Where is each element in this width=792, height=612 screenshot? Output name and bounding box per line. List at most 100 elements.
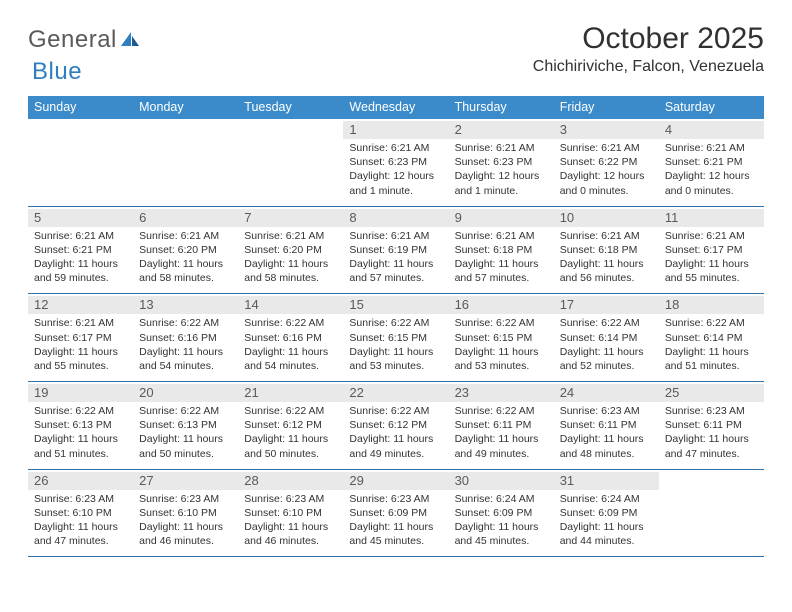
day-detail-line: Sunrise: 6:22 AM [560, 316, 653, 330]
day-detail-line: and 57 minutes. [349, 271, 442, 285]
calendar-week-row: 5Sunrise: 6:21 AMSunset: 6:21 PMDaylight… [28, 206, 764, 294]
day-detail-line: Sunrise: 6:21 AM [349, 141, 442, 155]
calendar-day-cell: 31Sunrise: 6:24 AMSunset: 6:09 PMDayligh… [554, 469, 659, 557]
calendar-day-cell: 25Sunrise: 6:23 AMSunset: 6:11 PMDayligh… [659, 382, 764, 470]
calendar-day-cell: 12Sunrise: 6:21 AMSunset: 6:17 PMDayligh… [28, 294, 133, 382]
day-detail-line: Sunset: 6:11 PM [455, 418, 548, 432]
day-details: Sunrise: 6:22 AMSunset: 6:12 PMDaylight:… [349, 404, 442, 461]
day-detail-line: Daylight: 11 hours [34, 520, 127, 534]
day-details: Sunrise: 6:23 AMSunset: 6:09 PMDaylight:… [349, 492, 442, 549]
day-detail-line: Sunset: 6:17 PM [665, 243, 758, 257]
sail-icon [119, 30, 141, 53]
day-detail-line: Sunrise: 6:22 AM [349, 316, 442, 330]
calendar-day-cell: 28Sunrise: 6:23 AMSunset: 6:10 PMDayligh… [238, 469, 343, 557]
day-details: Sunrise: 6:22 AMSunset: 6:13 PMDaylight:… [34, 404, 127, 461]
calendar-header: Sunday Monday Tuesday Wednesday Thursday… [28, 96, 764, 119]
day-number: 4 [659, 121, 764, 139]
day-detail-line: Daylight: 12 hours [455, 169, 548, 183]
day-number: 23 [449, 384, 554, 402]
day-number: 5 [28, 209, 133, 227]
day-detail-line: and 1 minute. [455, 184, 548, 198]
day-detail-line: and 46 minutes. [244, 534, 337, 548]
day-detail-line: Daylight: 12 hours [665, 169, 758, 183]
day-detail-line: and 56 minutes. [560, 271, 653, 285]
day-detail-line: Sunrise: 6:21 AM [455, 141, 548, 155]
day-number: 27 [133, 472, 238, 490]
day-detail-line: Sunrise: 6:21 AM [455, 229, 548, 243]
day-details: Sunrise: 6:21 AMSunset: 6:20 PMDaylight:… [139, 229, 232, 286]
calendar-week-row: 19 Sunrise: 6:22 AMSunset: 6:13 PMDayligh… [28, 382, 764, 470]
day-details: Sunrise: 6:21 AMSunset: 6:22 PMDaylight:… [560, 141, 653, 198]
logo-text-blue: Blue [32, 58, 82, 85]
day-number: 14 [238, 296, 343, 314]
day-number: 8 [343, 209, 448, 227]
calendar-day-cell: 6Sunrise: 6:21 AMSunset: 6:20 PMDaylight… [133, 206, 238, 294]
calendar-day-cell: 14Sunrise: 6:22 AMSunset: 6:16 PMDayligh… [238, 294, 343, 382]
day-number: 9 [449, 209, 554, 227]
calendar-day-cell: 23Sunrise: 6:22 AMSunset: 6:11 PMDayligh… [449, 382, 554, 470]
day-detail-line: Daylight: 11 hours [244, 520, 337, 534]
day-detail-line: Daylight: 11 hours [665, 257, 758, 271]
calendar-body: 1 Sunrise: 6:21 AMSunset: 6:23 PMDaylight… [28, 119, 764, 557]
day-detail-line: Sunrise: 6:22 AM [455, 316, 548, 330]
calendar-day-cell [28, 119, 133, 206]
day-number: 1 [343, 121, 448, 139]
day-number: 12 [28, 296, 133, 314]
logo: General [28, 22, 141, 54]
weekday-header: Monday [133, 96, 238, 119]
day-detail-line: Sunset: 6:09 PM [349, 506, 442, 520]
day-number: 11 [659, 209, 764, 227]
day-detail-line: Sunrise: 6:24 AM [560, 492, 653, 506]
day-detail-line: and 55 minutes. [34, 359, 127, 373]
day-detail-line: and 44 minutes. [560, 534, 653, 548]
day-number: 15 [343, 296, 448, 314]
day-detail-line: Daylight: 11 hours [560, 257, 653, 271]
day-number: 19 [28, 384, 133, 402]
day-detail-line: Sunrise: 6:22 AM [665, 316, 758, 330]
day-detail-line: Daylight: 11 hours [244, 432, 337, 446]
title-block: October 2025 Chichiriviche, Falcon, Vene… [533, 22, 764, 76]
day-detail-line: and 47 minutes. [34, 534, 127, 548]
day-detail-line: Sunset: 6:09 PM [560, 506, 653, 520]
day-number: 22 [343, 384, 448, 402]
day-detail-line: Sunset: 6:11 PM [665, 418, 758, 432]
day-detail-line: Sunrise: 6:22 AM [244, 404, 337, 418]
day-number: 20 [133, 384, 238, 402]
day-detail-line: Sunset: 6:21 PM [665, 155, 758, 169]
day-detail-line: Daylight: 11 hours [560, 432, 653, 446]
day-number: 24 [554, 384, 659, 402]
day-detail-line: and 59 minutes. [34, 271, 127, 285]
day-detail-line: and 51 minutes. [665, 359, 758, 373]
day-number: 10 [554, 209, 659, 227]
day-detail-line: Daylight: 11 hours [139, 257, 232, 271]
calendar-day-cell: 22 Sunrise: 6:22 AMSunset: 6:12 PMDayligh… [343, 382, 448, 470]
day-details: Sunrise: 6:22 AMSunset: 6:13 PMDaylight:… [139, 404, 232, 461]
day-detail-line: Daylight: 11 hours [560, 345, 653, 359]
day-details: Sunrise: 6:22 AMSunset: 6:15 PMDaylight:… [455, 316, 548, 373]
calendar-table: Sunday Monday Tuesday Wednesday Thursday… [28, 96, 764, 557]
calendar-day-cell: 9Sunrise: 6:21 AMSunset: 6:18 PMDaylight… [449, 206, 554, 294]
weekday-header: Thursday [449, 96, 554, 119]
calendar-day-cell: 13Sunrise: 6:22 AMSunset: 6:16 PMDayligh… [133, 294, 238, 382]
month-title: October 2025 [533, 22, 764, 56]
day-detail-line: and 45 minutes. [349, 534, 442, 548]
calendar-day-cell: 11 Sunrise: 6:21 AMSunset: 6:17 PMDayligh… [659, 206, 764, 294]
day-detail-line: and 57 minutes. [455, 271, 548, 285]
day-details: Sunrise: 6:22 AMSunset: 6:12 PMDaylight:… [244, 404, 337, 461]
day-details: Sunrise: 6:23 AMSunset: 6:11 PMDaylight:… [560, 404, 653, 461]
day-detail-line: and 49 minutes. [455, 447, 548, 461]
day-detail-line: and 58 minutes. [244, 271, 337, 285]
day-detail-line: Daylight: 11 hours [34, 345, 127, 359]
day-detail-line: and 54 minutes. [244, 359, 337, 373]
day-details: Sunrise: 6:21 AMSunset: 6:19 PMDaylight:… [349, 229, 442, 286]
day-detail-line: and 58 minutes. [139, 271, 232, 285]
day-details: Sunrise: 6:21 AMSunset: 6:23 PMDaylight:… [455, 141, 548, 198]
day-detail-line: Sunrise: 6:23 AM [34, 492, 127, 506]
calendar-day-cell: 21Sunrise: 6:22 AMSunset: 6:12 PMDayligh… [238, 382, 343, 470]
weekday-header: Saturday [659, 96, 764, 119]
calendar-day-cell: 3Sunrise: 6:21 AMSunset: 6:22 PMDaylight… [554, 119, 659, 206]
day-detail-line: Sunrise: 6:21 AM [349, 229, 442, 243]
day-detail-line: Sunrise: 6:21 AM [665, 229, 758, 243]
day-detail-line: and 53 minutes. [349, 359, 442, 373]
location-text: Chichiriviche, Falcon, Venezuela [533, 58, 764, 76]
